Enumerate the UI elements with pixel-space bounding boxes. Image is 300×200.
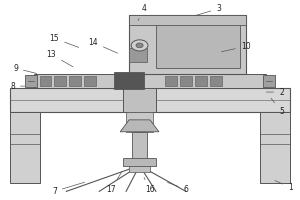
- Text: 17: 17: [106, 172, 122, 194]
- Circle shape: [136, 43, 143, 48]
- Text: 5: 5: [271, 98, 284, 116]
- Bar: [123, 158, 156, 166]
- Text: 3: 3: [194, 4, 221, 16]
- Text: 7: 7: [52, 182, 85, 196]
- Text: 8: 8: [10, 82, 25, 91]
- Circle shape: [131, 40, 148, 51]
- Bar: [129, 166, 150, 171]
- Bar: [129, 48, 147, 62]
- Bar: [180, 76, 192, 86]
- Bar: [126, 112, 153, 132]
- Bar: [195, 76, 207, 86]
- Bar: [129, 15, 246, 25]
- Text: 13: 13: [46, 50, 73, 67]
- Text: 6: 6: [167, 182, 188, 194]
- Bar: [10, 112, 40, 183]
- Bar: [165, 76, 177, 86]
- Text: 4: 4: [138, 4, 146, 21]
- Bar: [123, 86, 156, 112]
- Bar: [34, 74, 266, 88]
- Polygon shape: [120, 120, 159, 132]
- Text: 2: 2: [266, 88, 284, 97]
- Text: 14: 14: [88, 38, 118, 53]
- Bar: [129, 15, 246, 74]
- Text: 16: 16: [144, 177, 155, 194]
- Text: 1: 1: [275, 181, 293, 192]
- Bar: [10, 88, 290, 112]
- Bar: [156, 19, 240, 68]
- Bar: [84, 76, 96, 86]
- Bar: [132, 132, 147, 160]
- Text: 15: 15: [50, 34, 79, 47]
- Bar: [263, 75, 275, 87]
- Text: 9: 9: [13, 64, 37, 74]
- Bar: [25, 75, 37, 87]
- Bar: [260, 112, 290, 183]
- Bar: [54, 76, 66, 86]
- Text: 10: 10: [221, 42, 250, 52]
- Bar: [40, 76, 52, 86]
- Bar: [210, 76, 222, 86]
- Bar: [114, 72, 144, 89]
- Bar: [69, 76, 81, 86]
